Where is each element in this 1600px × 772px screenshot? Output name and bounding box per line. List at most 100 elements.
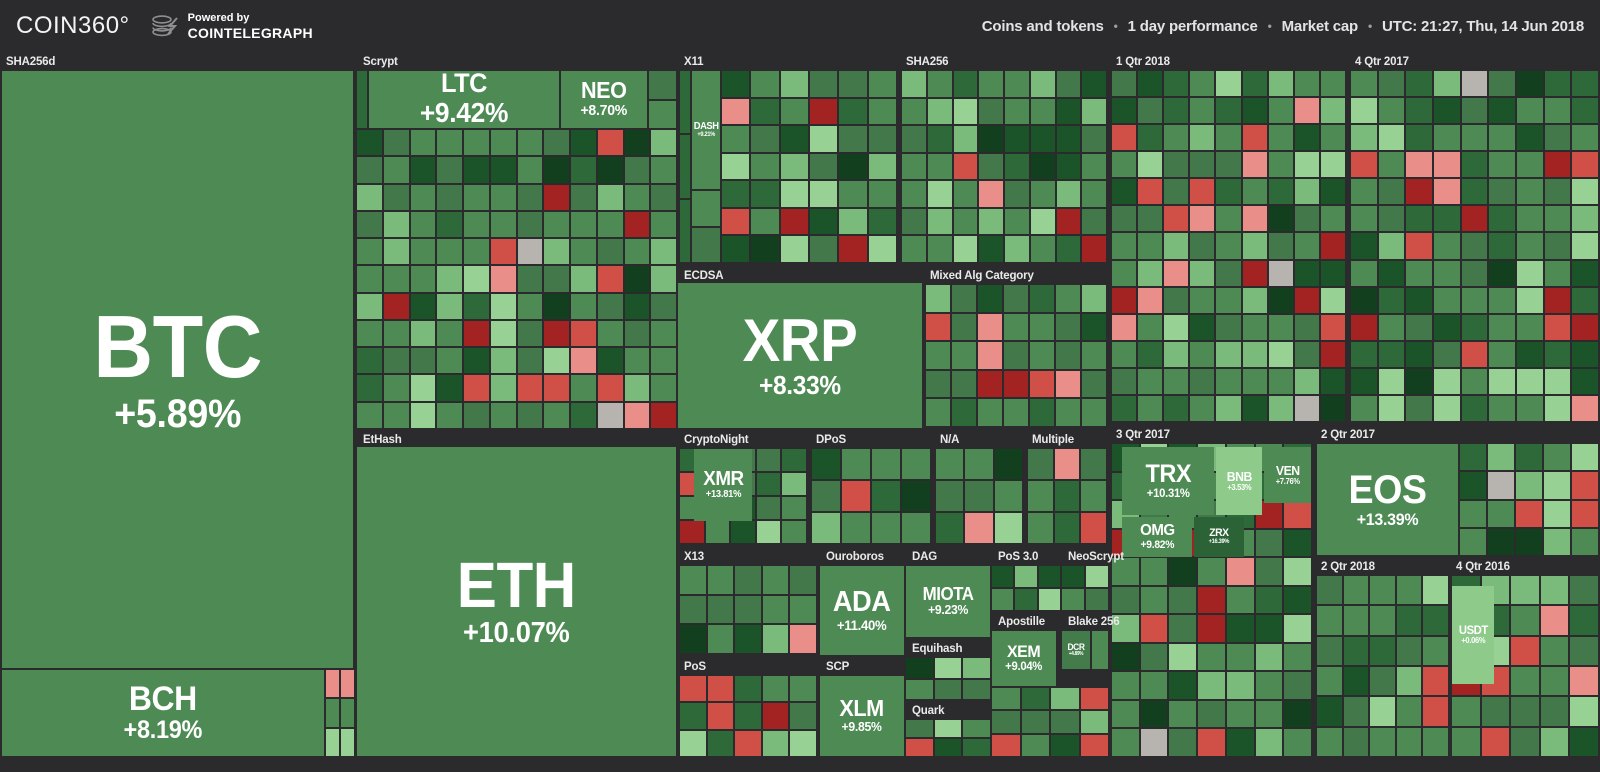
mosaic-tile[interactable] <box>906 679 933 699</box>
mosaic-tile[interactable] <box>1082 98 1106 125</box>
mosaic-tile[interactable] <box>1028 513 1053 543</box>
mosaic-tile[interactable] <box>762 566 789 594</box>
mosaic-tile[interactable] <box>1406 395 1432 421</box>
coin-tile-bch[interactable]: BCH +8.19% <box>2 670 324 756</box>
mosaic-tile[interactable] <box>1516 528 1542 555</box>
mosaic-tile[interactable] <box>1138 287 1163 313</box>
mosaic-tile[interactable] <box>751 236 779 262</box>
mosaic-tile[interactable] <box>1112 643 1139 671</box>
mosaic-tile[interactable] <box>1544 444 1570 471</box>
mosaic-tile[interactable] <box>651 211 676 238</box>
mosaic-tile[interactable] <box>1082 153 1106 180</box>
mosaic-tile[interactable] <box>1434 287 1460 313</box>
mosaic-tile[interactable] <box>762 676 789 702</box>
mosaic-tile[interactable] <box>722 126 750 152</box>
mosaic-tile[interactable] <box>927 71 952 97</box>
mosaic-tile[interactable] <box>464 293 489 319</box>
mosaic-tile[interactable] <box>1511 636 1539 665</box>
mosaic-tile[interactable] <box>1164 152 1189 178</box>
mosaic-tile[interactable] <box>735 730 761 756</box>
mosaic-tile[interactable] <box>1517 287 1543 313</box>
mosaic-tile[interactable] <box>1081 513 1106 543</box>
mosaic-tile[interactable] <box>1030 313 1054 341</box>
mosaic-tile[interactable] <box>902 236 926 262</box>
mosaic-tile[interactable] <box>1164 206 1189 232</box>
mosaic-tile[interactable] <box>1517 125 1543 151</box>
mosaic-tile[interactable] <box>1082 126 1106 152</box>
mosaic-tile[interactable] <box>1406 179 1432 205</box>
mosaic-tile[interactable] <box>1242 71 1267 97</box>
mosaic-tile[interactable] <box>544 375 569 401</box>
mosaic-tile[interactable] <box>839 208 867 235</box>
mosaic-tile[interactable] <box>1396 636 1422 665</box>
mosaic-tile[interactable] <box>731 521 755 543</box>
mosaic-tile[interactable] <box>544 348 569 374</box>
mosaic-tile[interactable] <box>1461 71 1488 97</box>
mosaic-tile[interactable] <box>383 239 409 265</box>
mosaic-tile[interactable] <box>1317 636 1342 665</box>
mosaic-tile[interactable] <box>383 211 409 238</box>
coin-tile-omg[interactable]: OMG +9.82% <box>1122 517 1192 557</box>
mosaic-tile[interactable] <box>1138 152 1163 178</box>
mosaic-tile[interactable] <box>992 688 1020 710</box>
mosaic-tile[interactable] <box>517 157 543 183</box>
mosaic-tile[interactable] <box>1572 314 1598 340</box>
mosaic-tile[interactable] <box>1140 615 1168 642</box>
mosaic-tile[interactable] <box>1140 643 1168 671</box>
mosaic-tile[interactable] <box>780 71 808 97</box>
mosaic-tile[interactable] <box>926 313 950 341</box>
mosaic-tile[interactable] <box>1511 727 1539 756</box>
mosaic-tile[interactable] <box>1112 700 1139 728</box>
mosaic-tile[interactable] <box>1080 711 1108 733</box>
mosaic-tile[interactable] <box>1138 395 1163 421</box>
mosaic-tile[interactable] <box>1396 727 1422 756</box>
mosaic-tile[interactable] <box>437 239 462 265</box>
mosaic-tile[interactable] <box>1460 500 1486 527</box>
mosaic-tile[interactable] <box>1461 233 1488 259</box>
mosaic-tile[interactable] <box>1488 472 1514 499</box>
mosaic-tile[interactable] <box>341 670 354 698</box>
mosaic-tile[interactable] <box>1406 98 1432 124</box>
mosaic-tile[interactable] <box>1570 576 1598 605</box>
mosaic-tile[interactable] <box>1242 125 1267 151</box>
mosaic-tile[interactable] <box>1112 672 1139 699</box>
mosaic-tile[interactable] <box>1544 233 1571 259</box>
mosaic-tile[interactable] <box>1198 729 1225 756</box>
mosaic-tile[interactable] <box>994 481 1022 511</box>
mosaic-tile[interactable] <box>751 208 779 235</box>
mosaic-tile[interactable] <box>1434 206 1460 232</box>
mosaic-tile[interactable] <box>1517 314 1543 340</box>
mosaic-tile[interactable] <box>1406 287 1432 313</box>
mosaic-tile[interactable] <box>1268 368 1293 394</box>
mosaic-tile[interactable] <box>1423 697 1448 726</box>
mosaic-tile[interactable] <box>1056 370 1080 398</box>
mosaic-tile[interactable] <box>437 184 462 210</box>
mosaic-tile[interactable] <box>1343 576 1369 605</box>
mosaic-tile[interactable] <box>1242 260 1267 286</box>
mosaic-tile[interactable] <box>1268 206 1293 232</box>
mosaic-tile[interactable] <box>927 181 952 207</box>
mosaic-tile[interactable] <box>906 720 933 737</box>
mosaic-tile[interactable] <box>953 181 978 207</box>
mosaic-tile[interactable] <box>756 473 781 495</box>
mosaic-tile[interactable] <box>1284 529 1311 557</box>
mosaic-tile[interactable] <box>735 703 761 729</box>
mosaic-tile[interactable] <box>1434 71 1460 97</box>
coin-tile-ltc[interactable]: LTC +9.42% <box>369 71 559 128</box>
mosaic-tile[interactable] <box>1190 125 1215 151</box>
mosaic-tile[interactable] <box>762 595 789 624</box>
mosaic-tile[interactable] <box>1452 727 1480 756</box>
mosaic-tile[interactable] <box>357 130 382 156</box>
mosaic-tile[interactable] <box>979 98 1003 125</box>
mosaic-tile[interactable] <box>1284 586 1311 614</box>
mosaic-tile[interactable] <box>963 679 990 699</box>
mosaic-tile[interactable] <box>735 566 761 594</box>
mosaic-tile[interactable] <box>1242 341 1267 367</box>
coin-tile-xmr[interactable]: XMR +13.81% <box>694 449 752 521</box>
coin-tile-trx[interactable]: TRX +10.31% <box>1122 447 1214 515</box>
mosaic-tile[interactable] <box>1370 697 1395 726</box>
mosaic-tile[interactable] <box>357 239 382 265</box>
mosaic-tile[interactable] <box>1112 287 1137 313</box>
mosaic-tile[interactable] <box>1138 368 1163 394</box>
mosaic-tile[interactable] <box>1370 606 1395 635</box>
